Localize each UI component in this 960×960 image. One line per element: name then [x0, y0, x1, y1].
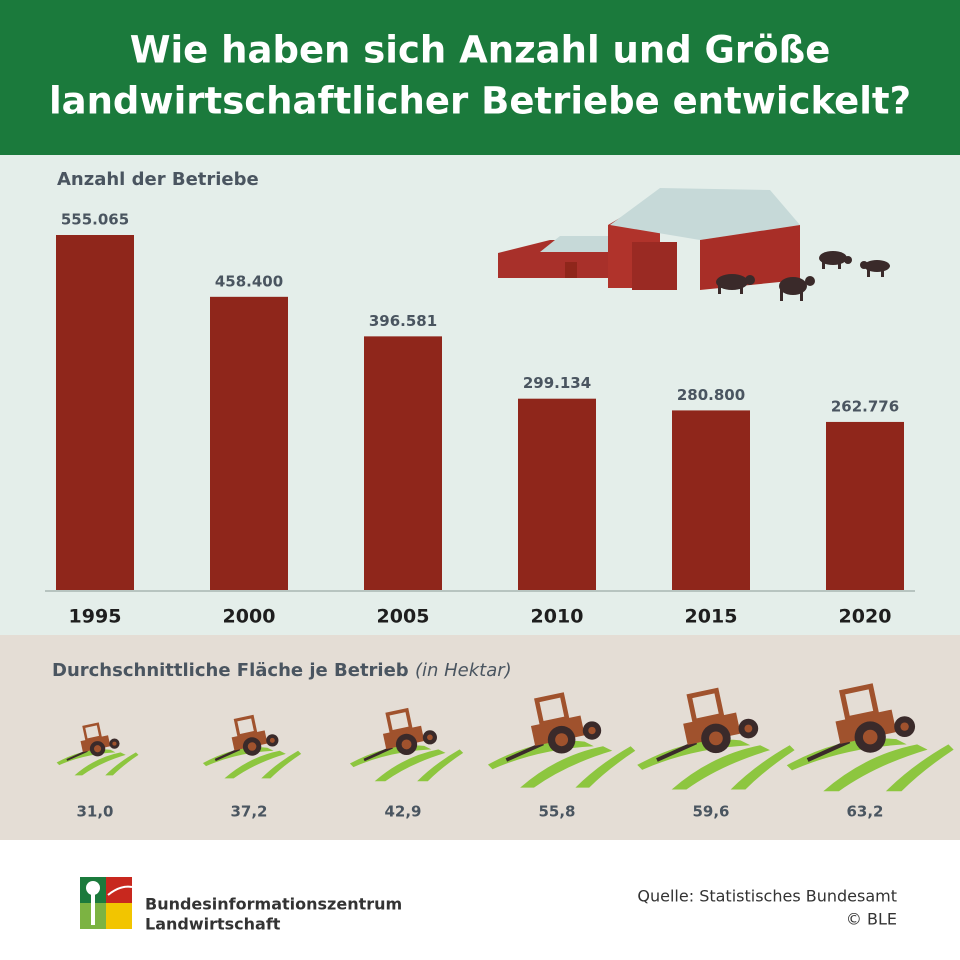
tractor-icon — [349, 707, 464, 782]
tractor-icon — [637, 687, 795, 790]
field — [823, 744, 928, 792]
hitch — [66, 749, 88, 761]
value-label: 31,0 — [76, 803, 113, 821]
wheel-hub — [112, 741, 117, 746]
field — [730, 745, 795, 790]
wheel-hub — [555, 733, 569, 747]
value-label: 299.134 — [523, 374, 591, 392]
bar — [364, 336, 442, 590]
field — [885, 744, 954, 792]
org-name: Landwirtschaft — [145, 915, 281, 934]
value-label: 458.400 — [215, 272, 283, 290]
tractor-cab — [686, 687, 725, 725]
x-tick-label: 2000 — [223, 606, 276, 628]
value-label: 42,9 — [384, 803, 421, 821]
tractor-cab — [839, 683, 880, 722]
tractor-icon — [56, 722, 139, 776]
x-tick-label: 2015 — [685, 606, 738, 628]
wheel-hub — [900, 722, 909, 731]
tractor-icon — [487, 692, 636, 788]
wheel-hub — [588, 726, 596, 735]
field — [74, 752, 126, 776]
hitch — [363, 745, 393, 762]
bar — [518, 398, 596, 590]
x-tick-label: 2020 — [839, 606, 892, 628]
field — [417, 749, 464, 782]
barn-illustration — [498, 188, 890, 301]
wheel-hub — [709, 731, 723, 746]
tractor-icon — [786, 683, 954, 792]
value-label: 37,2 — [230, 803, 267, 821]
tractor-cab — [385, 707, 413, 735]
wheel-hub — [401, 739, 412, 750]
title-line: landwirtschaftlicher Betriebe entwickelt… — [49, 80, 911, 123]
bar — [56, 235, 134, 590]
wheel-hub — [862, 729, 878, 745]
area-panel — [0, 635, 960, 840]
bar — [210, 296, 288, 590]
chart-title: Durchschnittliche Fläche je Betrieb (in … — [52, 660, 512, 681]
title: Durchschnittliche Fläche je Betrieb — [52, 660, 409, 681]
logo — [80, 877, 133, 929]
tractor-cab — [233, 714, 258, 738]
field — [575, 746, 636, 788]
hitch — [806, 739, 851, 762]
x-tick-label: 1995 — [69, 606, 122, 628]
bar-panel — [0, 155, 960, 635]
copyright: © BLE — [846, 910, 897, 929]
field — [671, 745, 771, 790]
header-band — [0, 0, 960, 155]
hitch — [214, 747, 241, 762]
field — [520, 746, 613, 788]
bar — [826, 421, 904, 590]
field — [224, 750, 286, 779]
wheel-hub — [269, 737, 275, 743]
org-name: Bundesinformationszentrum — [145, 895, 402, 914]
field — [374, 749, 446, 782]
value-label: 55,8 — [538, 803, 575, 821]
x-tick-label: 2010 — [531, 606, 584, 628]
wheel-hub — [247, 742, 257, 751]
chart-title: Anzahl der Betriebe — [57, 169, 259, 190]
field — [105, 752, 139, 776]
value-label: 396.581 — [369, 312, 437, 330]
field — [261, 750, 302, 779]
value-label: 262.776 — [831, 397, 899, 415]
hitch — [656, 740, 698, 762]
value-label: 280.800 — [677, 386, 745, 404]
subtitle: (in Hektar) — [415, 660, 512, 681]
title-line: Wie haben sich Anzahl und Größe — [130, 29, 831, 72]
bar — [672, 410, 750, 590]
wheel-hub — [744, 724, 753, 733]
wheel-hub — [93, 745, 102, 753]
tractor-cab — [82, 722, 103, 742]
source: Quelle: Statistisches Bundesamt — [637, 887, 897, 906]
hitch — [505, 741, 544, 762]
value-label: 555.065 — [61, 211, 129, 229]
value-label: 59,6 — [692, 803, 729, 821]
value-label: 63,2 — [846, 803, 883, 821]
tractor-icon — [202, 714, 302, 779]
x-tick-label: 2005 — [377, 606, 430, 628]
wheel-hub — [427, 734, 433, 741]
tractor-cab — [534, 692, 570, 727]
